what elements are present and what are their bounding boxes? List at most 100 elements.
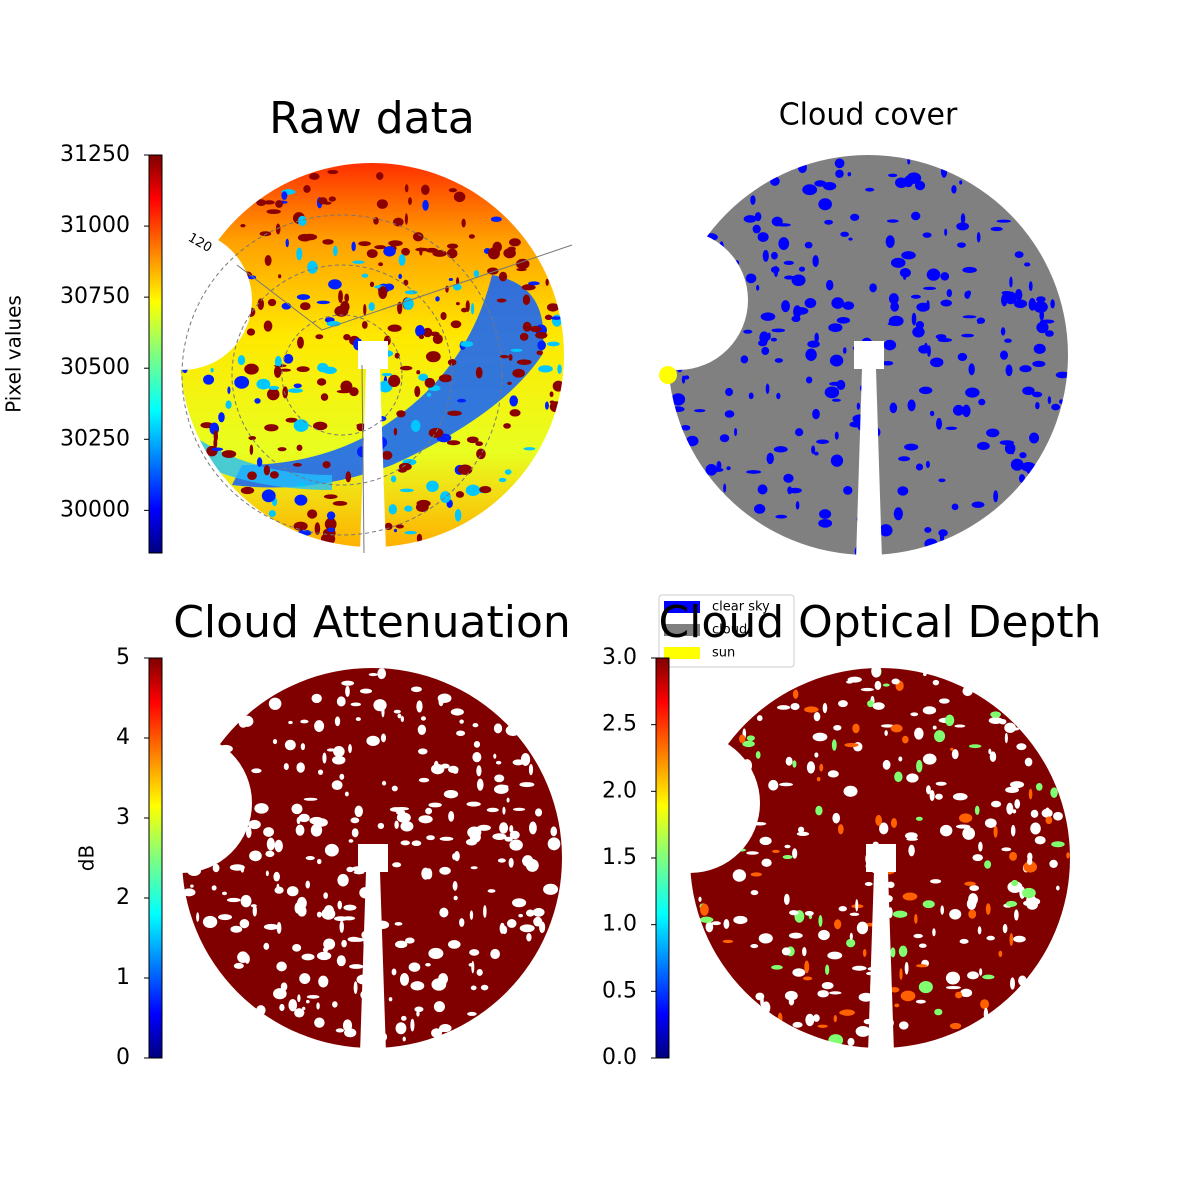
image-spot <box>453 283 462 291</box>
image-spot <box>226 897 241 903</box>
image-spot <box>430 331 440 337</box>
image-spot <box>1014 289 1023 301</box>
image-spot <box>388 374 401 388</box>
image-spot <box>898 456 911 462</box>
image-spot <box>391 968 397 976</box>
image-spot <box>303 797 318 801</box>
image-spot <box>214 322 226 333</box>
image-spot <box>344 293 350 303</box>
polar-grid <box>231 264 453 486</box>
image-spot <box>472 722 479 728</box>
image-spot <box>835 169 844 179</box>
panel-title: Cloud Attenuation <box>173 597 571 648</box>
image-spot <box>956 222 970 231</box>
image-spot <box>1000 327 1006 336</box>
image-spot <box>450 708 464 716</box>
image-spot <box>824 219 833 225</box>
colorbar-tick-label: 5 <box>116 645 130 670</box>
image-spot <box>380 733 387 743</box>
image-spot <box>797 162 807 174</box>
image-spot <box>881 869 895 875</box>
image-spot <box>798 266 806 272</box>
image-spot <box>979 968 983 976</box>
image-spot <box>904 961 909 975</box>
image-spot <box>911 312 917 326</box>
image-spot <box>335 1028 345 1033</box>
image-spot <box>359 343 369 350</box>
image-spot <box>469 910 474 920</box>
image-spot <box>211 813 219 823</box>
image-spot <box>1036 321 1049 334</box>
image-spot <box>297 336 304 349</box>
legend-swatch <box>664 624 700 636</box>
image-spot <box>283 353 294 364</box>
image-spot <box>417 748 428 755</box>
image-spot <box>211 447 224 452</box>
image-spot <box>479 485 492 494</box>
image-spot <box>1045 816 1053 825</box>
image-spot <box>233 962 244 969</box>
image-spot <box>393 427 398 436</box>
image-spot <box>237 355 246 366</box>
image-spot <box>219 256 226 260</box>
image-spot <box>295 824 305 836</box>
image-spot <box>221 450 237 458</box>
colorbar-tick-label: 3 <box>116 805 130 830</box>
image-spot <box>218 412 225 423</box>
image-spot <box>699 916 714 923</box>
image-spot <box>962 266 977 274</box>
image-spot <box>246 328 256 336</box>
image-spot <box>762 249 769 262</box>
image-spot <box>512 368 525 378</box>
image-spot <box>1014 799 1021 809</box>
image-spot <box>890 818 898 828</box>
image-spot <box>742 759 753 773</box>
image-spot <box>864 472 871 480</box>
image-spot <box>297 215 307 226</box>
image-spot <box>366 249 378 259</box>
image-spot <box>872 702 885 710</box>
image-spot <box>1026 466 1032 474</box>
image-spot <box>368 302 375 311</box>
image-spot <box>546 341 560 347</box>
image-spot <box>918 981 933 994</box>
image-spot <box>846 938 856 948</box>
image-spot <box>476 968 483 976</box>
image-spot <box>322 239 334 245</box>
image-spot <box>1029 432 1040 444</box>
image-spot <box>240 223 246 228</box>
image-spot <box>723 918 730 929</box>
image-spot <box>989 751 997 762</box>
image-spot <box>834 919 842 930</box>
image-spot <box>831 297 845 309</box>
image-spot <box>816 776 821 782</box>
image-spot <box>364 1016 376 1022</box>
image-spot <box>770 337 777 342</box>
image-spot <box>814 451 819 456</box>
panel-title: Cloud Optical Depth <box>658 597 1101 648</box>
image-spot <box>978 398 986 406</box>
image-spot <box>840 231 849 237</box>
image-spot <box>333 245 338 257</box>
image-spot <box>960 213 966 224</box>
image-spot <box>528 821 537 835</box>
image-spot <box>275 200 283 208</box>
image-spot <box>285 417 298 423</box>
image-spot <box>881 1017 894 1029</box>
image-spot <box>1051 403 1061 411</box>
image-spot <box>724 808 730 816</box>
image-spot <box>470 866 478 870</box>
image-spot <box>906 837 919 841</box>
image-spot <box>504 469 512 475</box>
image-spot <box>726 824 733 834</box>
image-spot <box>196 912 200 922</box>
image-spot <box>504 836 513 842</box>
image-spot <box>497 858 506 863</box>
image-spot <box>889 987 900 993</box>
image-spot <box>773 265 779 277</box>
image-spot <box>986 935 995 941</box>
image-spot <box>951 749 959 760</box>
image-spot <box>691 265 696 275</box>
image-spot <box>546 303 559 312</box>
image-spot <box>870 980 876 993</box>
